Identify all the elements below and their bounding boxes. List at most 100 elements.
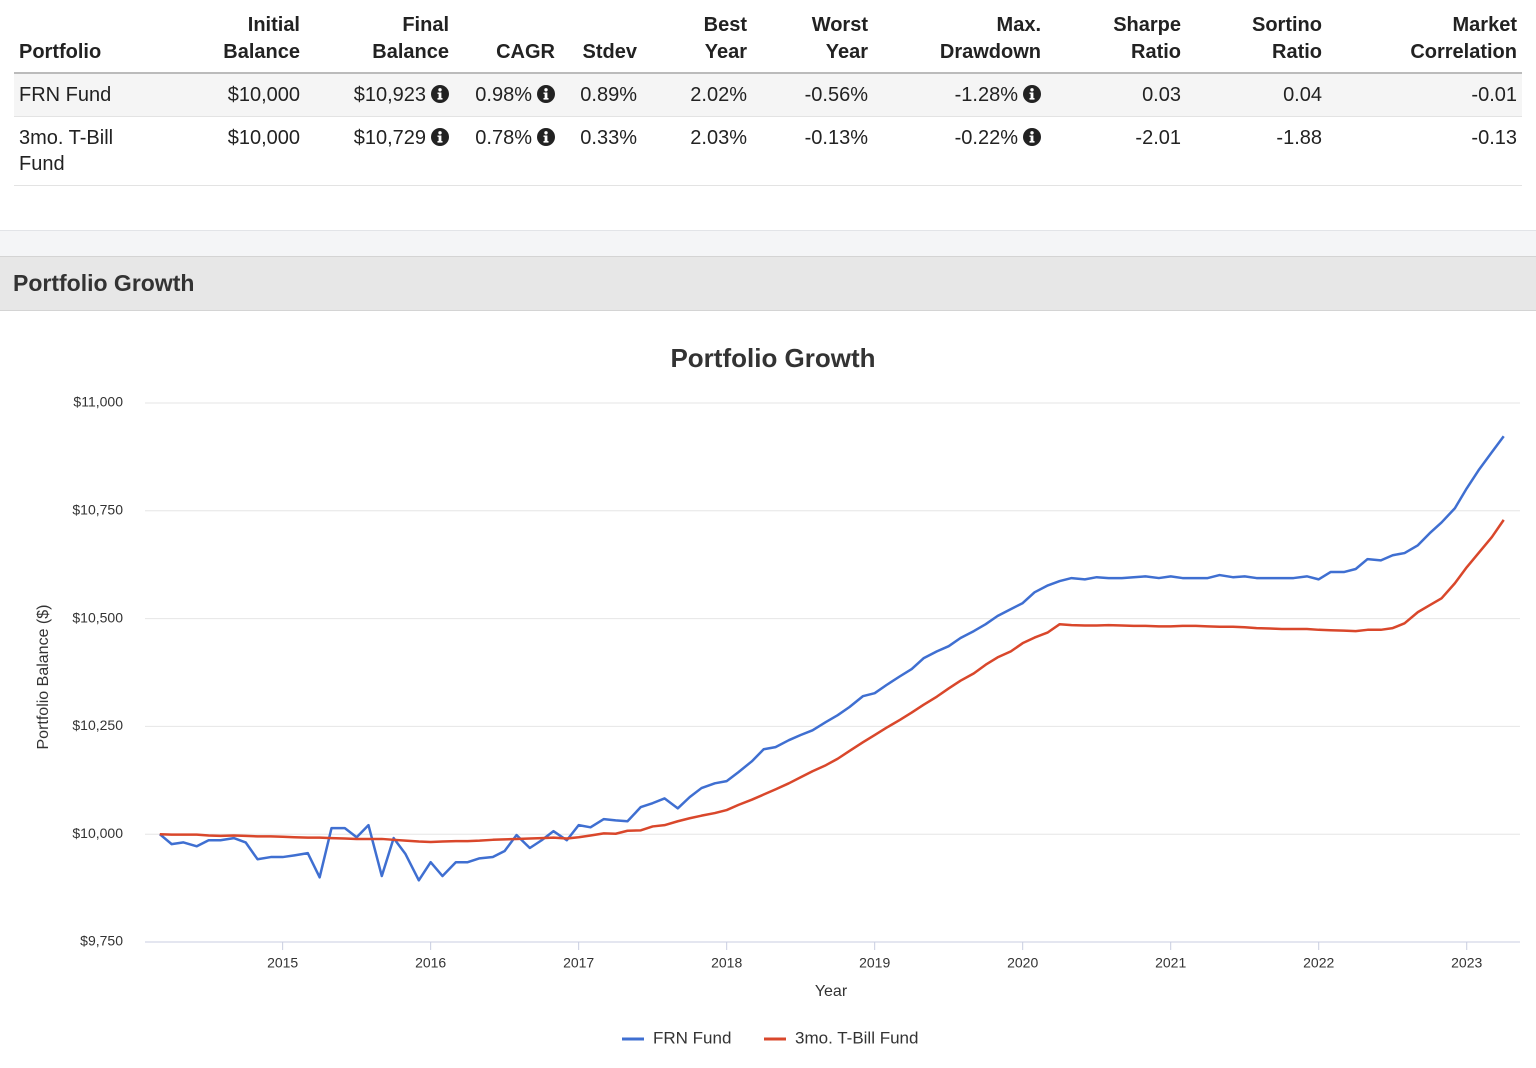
table-cell: 0.33% <box>560 116 642 186</box>
cell-text: FRN Fund <box>19 84 112 106</box>
y-axis-label: Portfolio Balance ($) <box>35 605 52 750</box>
header-text: Worst Year <box>811 14 868 63</box>
legend-label: FRN Fund <box>653 1028 731 1047</box>
legend-label: 3mo. T-Bill Fund <box>795 1028 918 1047</box>
cell-text: 0.04 <box>1283 84 1322 106</box>
cell-text: -2.01 <box>1135 127 1181 149</box>
x-tick-label: 2016 <box>415 955 446 971</box>
cell-text: 2.02% <box>690 84 747 106</box>
table-cell: FRN Fund <box>14 73 200 117</box>
info-icon[interactable] <box>1023 128 1041 146</box>
x-tick-label: 2015 <box>267 955 298 971</box>
header-text: Stdev <box>582 41 637 63</box>
info-icon[interactable] <box>431 128 449 146</box>
x-tick-label: 2017 <box>563 955 594 971</box>
x-tick-label: 2022 <box>1303 955 1334 971</box>
table-cell: $10,729 <box>305 116 454 186</box>
table-cell: -0.13% <box>752 116 873 186</box>
section-title: Portfolio Growth <box>13 270 195 296</box>
table-cell: -0.56% <box>752 73 873 117</box>
series-line <box>158 435 1505 882</box>
info-icon[interactable] <box>1023 85 1041 103</box>
header-cell: Stdev <box>560 8 642 74</box>
table-cell: $10,923 <box>305 73 454 117</box>
cell-text: -0.22% <box>954 127 1018 149</box>
header-cell: Market Correlation <box>1327 8 1522 74</box>
table-body: FRN Fund $10,000 $10,923 0.98% 0.89% 2.02% -0.… <box>14 73 1522 186</box>
table-cell: 0.89% <box>560 73 642 117</box>
cell-text: 0.03 <box>1142 84 1181 106</box>
header-cell: Worst Year <box>752 8 873 74</box>
table-cell: 0.03 <box>1046 73 1186 117</box>
table-cell: $10,000 <box>200 116 305 186</box>
header-cell: Best Year <box>642 8 752 74</box>
table-cell: -1.88 <box>1186 116 1327 186</box>
cell-text: 0.89% <box>580 84 637 106</box>
header-text: Portfolio <box>19 41 102 63</box>
table-cell: 3mo. T-Bill Fund <box>14 116 200 186</box>
info-icon[interactable] <box>537 128 555 146</box>
cell-text: $10,923 <box>353 84 426 106</box>
header-text: Sharpe Ratio <box>1113 14 1181 63</box>
table-cell: 0.98% <box>454 73 560 117</box>
section-header: Portfolio Growth <box>0 256 1536 311</box>
cell-text: 0.78% <box>475 127 532 149</box>
y-tick-label: $10,500 <box>72 609 123 625</box>
y-tick-label: $11,000 <box>73 394 123 410</box>
table-cell: 0.04 <box>1186 73 1327 117</box>
header-cell: Initial Balance <box>200 8 305 74</box>
header-cell: CAGR <box>454 8 560 74</box>
header-text: Max. Drawdown <box>939 14 1042 63</box>
chart: Portfolio Growth Year Portfolio Balance … <box>35 343 1520 1047</box>
info-icon[interactable] <box>431 85 449 103</box>
header-cell: Max. Drawdown <box>873 8 1046 74</box>
cell-text: -0.01 <box>1471 84 1517 106</box>
series-line <box>159 519 1505 844</box>
cell-text: $10,729 <box>353 127 426 149</box>
chart-title: Portfolio Growth <box>670 343 875 373</box>
header-text: Market Correlation <box>1410 14 1517 63</box>
table-cell: -0.01 <box>1327 73 1522 117</box>
y-tick-label: $10,750 <box>72 502 123 518</box>
table-cell: -2.01 <box>1046 116 1186 186</box>
header-cell: Portfolio <box>14 8 200 74</box>
table-row: FRN Fund $10,000 $10,923 0.98% 0.89% 2.02% -0.… <box>14 73 1522 117</box>
cell-text: 0.33% <box>580 127 637 149</box>
header-text: Initial Balance <box>223 14 301 63</box>
header-cell: Sortino Ratio <box>1186 8 1327 74</box>
y-tick-label: $10,000 <box>72 825 123 841</box>
y-tick-label: $10,250 <box>72 717 123 733</box>
x-axis-label: Year <box>815 983 848 1000</box>
cell-text: -1.28% <box>954 84 1018 106</box>
divider <box>0 230 1536 257</box>
table-cell: 0.78% <box>454 116 560 186</box>
header-text: Final Balance <box>372 14 450 63</box>
y-tick-label: $9,750 <box>80 933 123 949</box>
cell-text: 3mo. T-Bill Fund <box>19 127 114 175</box>
cell-text: 0.98% <box>475 84 532 106</box>
table-row: 3mo. T-Bill Fund $10,000 $10,729 0.78% 0.33%… <box>14 116 1522 186</box>
info-icon[interactable] <box>537 85 555 103</box>
table-cell: -0.22% <box>873 116 1046 186</box>
header-cell: Sharpe Ratio <box>1046 8 1186 74</box>
x-tick-label: 2019 <box>859 955 890 971</box>
table-cell: -0.13 <box>1327 116 1522 186</box>
header-text: CAGR <box>496 41 555 63</box>
summary-table: Portfolio Initial Balance Final Balance CAG… <box>14 8 1522 186</box>
cell-text: -0.13 <box>1471 127 1517 149</box>
header-cell: Final Balance <box>305 8 454 74</box>
cell-text: $10,000 <box>227 84 300 106</box>
cell-text: -0.13% <box>804 127 868 149</box>
cell-text: -1.88 <box>1276 127 1322 149</box>
table-cell: 2.03% <box>642 116 752 186</box>
table-cell: -1.28% <box>873 73 1046 117</box>
x-tick-label: 2023 <box>1451 955 1482 971</box>
cell-text: $10,000 <box>227 127 300 149</box>
x-tick-label: 2021 <box>1155 955 1186 971</box>
header-row: Portfolio Initial Balance Final Balance CAG… <box>14 8 1522 74</box>
x-tick-label: 2020 <box>1007 955 1038 971</box>
x-tick-label: 2018 <box>711 955 742 971</box>
table-cell: $10,000 <box>200 73 305 117</box>
cell-text: -0.56% <box>804 84 868 106</box>
